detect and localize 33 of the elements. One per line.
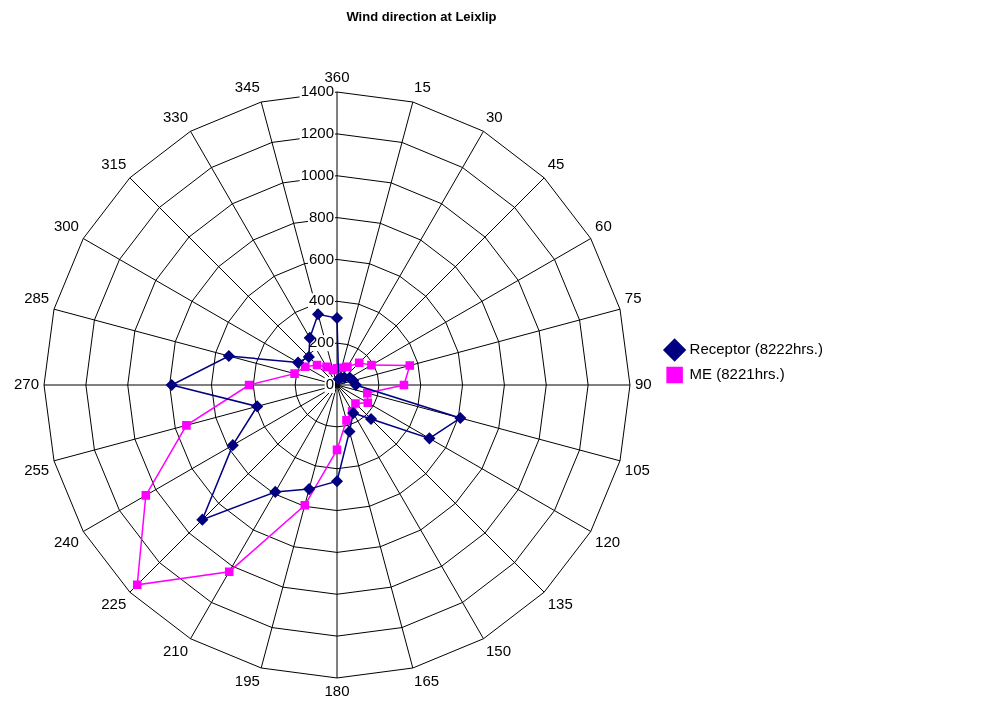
spoke-label: 45 xyxy=(547,155,565,173)
spoke-label: 285 xyxy=(24,289,50,307)
legend-label: ME (8221hrs.) xyxy=(689,365,785,383)
spoke-label: 225 xyxy=(101,594,127,612)
chart-title: Wind direction at Leixlip xyxy=(346,9,497,25)
spoke-label: 300 xyxy=(53,217,79,235)
y-tick-label: 800 xyxy=(308,207,334,225)
y-tick-label: 600 xyxy=(308,249,334,267)
spoke-label: 135 xyxy=(547,594,573,612)
y-tick-label: 1200 xyxy=(300,124,334,142)
spoke-label: 345 xyxy=(234,78,260,96)
spoke-label: 330 xyxy=(162,108,189,126)
spoke-label: 15 xyxy=(414,78,431,96)
spoke-label: 195 xyxy=(234,671,260,689)
legend-label: Receptor (8222hrs.) xyxy=(689,340,824,358)
spoke-label: 60 xyxy=(595,217,612,235)
spoke-label: 30 xyxy=(485,108,503,126)
spoke-label: 150 xyxy=(485,642,512,660)
spoke-label: 270 xyxy=(14,375,40,393)
spoke-label: 240 xyxy=(53,533,79,551)
y-tick-label: 1400 xyxy=(300,82,334,100)
spoke-label: 105 xyxy=(624,461,650,479)
spoke-label: 255 xyxy=(24,461,50,479)
spoke-label: 165 xyxy=(414,671,440,689)
spoke-label: 120 xyxy=(595,533,621,551)
y-tick-label: 400 xyxy=(308,291,334,309)
spoke-label: 210 xyxy=(162,642,189,660)
y-tick-label: 0 xyxy=(325,375,334,393)
spoke-label: 315 xyxy=(101,155,127,173)
spoke-label: 75 xyxy=(624,289,642,307)
y-tick-label: 1000 xyxy=(300,165,334,183)
spoke-label: 180 xyxy=(324,682,350,700)
spoke-label: 90 xyxy=(634,375,652,393)
